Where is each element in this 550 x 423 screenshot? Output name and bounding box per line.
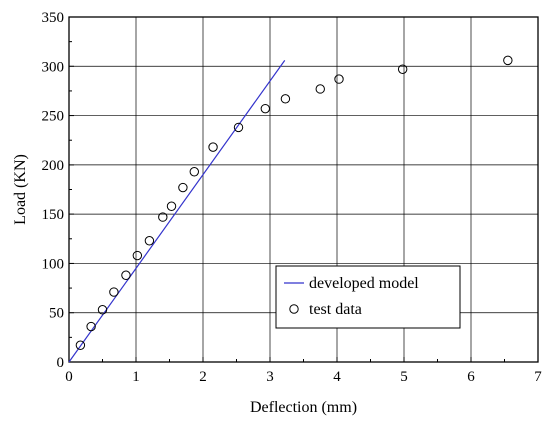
developed-model-line (68, 60, 286, 363)
legend-circle-swatch (289, 304, 299, 314)
series-layer (68, 55, 513, 363)
test-data-point (132, 250, 143, 261)
y-tick-label: 100 (42, 256, 65, 272)
legend: developed model test data (275, 265, 461, 329)
test-data-point (86, 321, 96, 332)
test-data-point (189, 167, 199, 177)
test-data-point (109, 287, 119, 297)
y-axis-label: Load (KN) (12, 154, 29, 225)
test-data-point (144, 236, 155, 246)
tick-labels: 0 1 2 3 4 5 6 7 0 50 100 150 200 250 300 350 (42, 10, 543, 385)
test-data-point (397, 64, 408, 74)
test-data-point (315, 84, 325, 94)
y-tick-label: 300 (42, 59, 65, 75)
test-data-point (158, 212, 168, 222)
x-tick-label: 2 (199, 369, 207, 385)
legend-label-test-data: test data (309, 301, 362, 318)
test-data-point (503, 55, 513, 66)
test-data-point (334, 74, 344, 84)
x-tick-label: 5 (400, 369, 408, 385)
y-tick-label: 150 (42, 207, 65, 223)
test-data-point (121, 270, 131, 280)
test-data-point (208, 142, 218, 152)
legend-label-developed-model: developed model (309, 275, 419, 292)
x-tick-label: 0 (65, 369, 73, 385)
y-tick-label: 50 (49, 306, 64, 322)
test-data-point (233, 122, 244, 133)
y-tick-label: 250 (42, 109, 65, 125)
grid-lines (69, 17, 538, 362)
test-data-point (97, 305, 108, 315)
test-data-point (75, 340, 86, 350)
y-tick-label: 0 (57, 355, 65, 371)
test-data-point (280, 94, 291, 104)
x-tick-label: 7 (534, 369, 542, 385)
x-tick-label: 4 (333, 369, 341, 385)
x-tick-label: 3 (266, 369, 274, 385)
y-tick-label: 350 (42, 10, 65, 26)
x-tick-label: 1 (132, 369, 140, 385)
test-data-point (260, 103, 271, 114)
legend-box (275, 265, 461, 329)
test-data-point (166, 201, 177, 211)
y-tick-label: 200 (42, 158, 65, 174)
x-axis-label: Deflection (mm) (250, 399, 357, 416)
x-tick-label: 6 (467, 369, 475, 385)
test-data-point (178, 182, 188, 193)
